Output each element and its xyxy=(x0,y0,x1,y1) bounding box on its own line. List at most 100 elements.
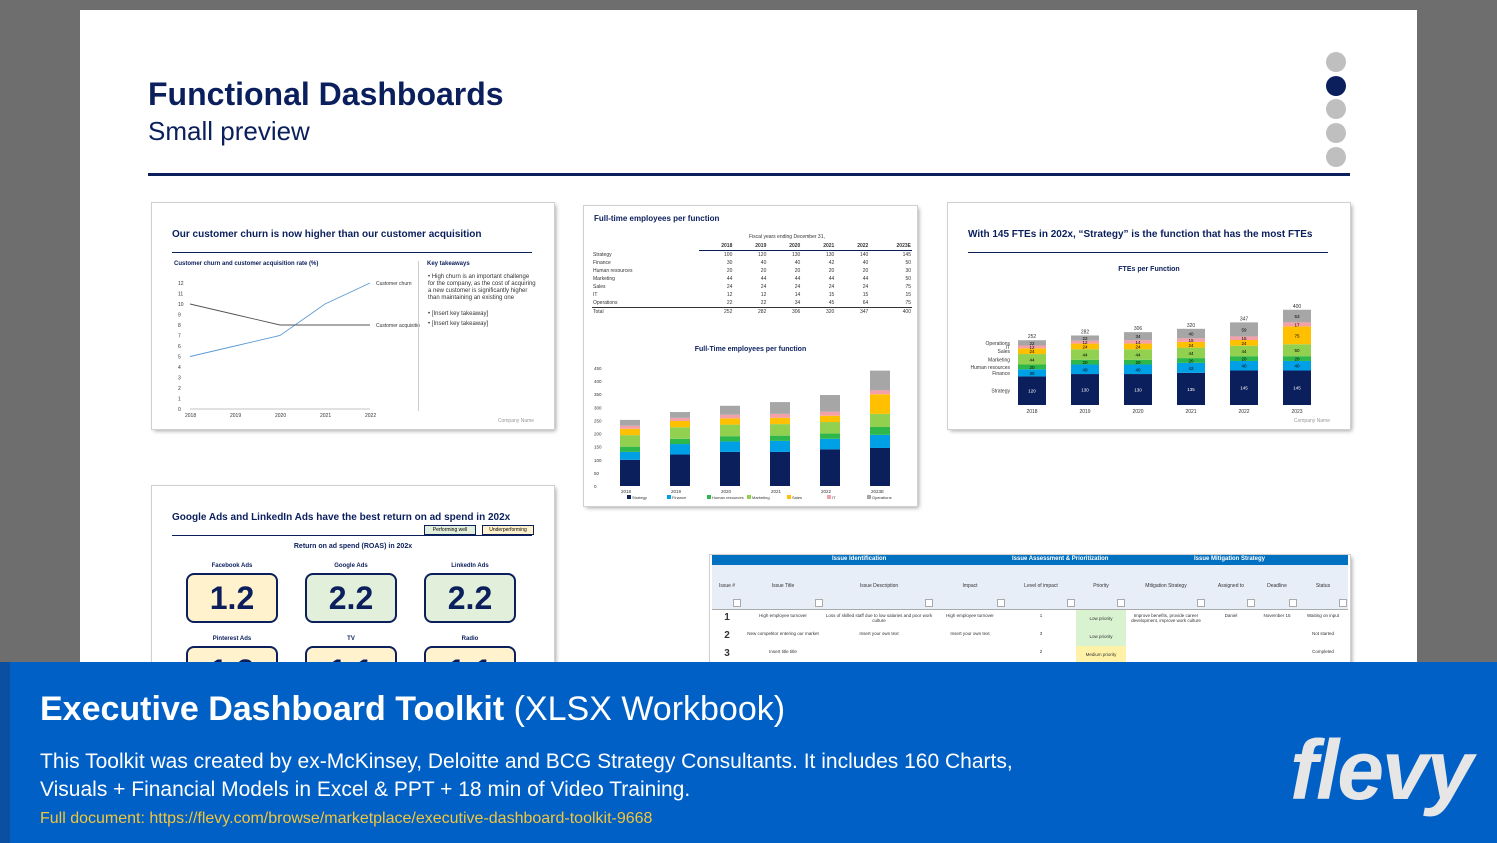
filter-dropdown-icon[interactable] xyxy=(1247,599,1255,607)
bar-value-label: 15 xyxy=(1241,336,1247,341)
bar-segment xyxy=(870,447,890,486)
y-tick-label: 400 xyxy=(594,379,602,384)
bar-segment xyxy=(1018,376,1046,405)
filter-dropdown-icon[interactable] xyxy=(1117,599,1125,607)
flevy-logo[interactable]: flevy xyxy=(1290,723,1473,817)
table-cell: High employee turnover xyxy=(759,613,807,618)
x-tick-label: 2022 xyxy=(821,489,832,494)
bar-segment xyxy=(620,425,640,429)
card-label-linkedin: LinkedIn Ads xyxy=(451,563,489,569)
series-line xyxy=(189,282,371,357)
bar-value-label: 50 xyxy=(1294,348,1300,353)
y-tick-label: 11 xyxy=(178,292,183,298)
legend-label: Finance xyxy=(672,495,687,500)
bar-segment xyxy=(1283,326,1311,345)
bar-segment xyxy=(1230,322,1258,337)
bar-segment xyxy=(870,390,890,395)
bar-segment xyxy=(870,427,890,435)
bar-segment xyxy=(1177,362,1205,373)
filter-dropdown-icon[interactable] xyxy=(1067,599,1075,607)
filter-dropdown-icon[interactable] xyxy=(925,599,933,607)
row-label: Sales xyxy=(593,284,606,290)
thumbnail-fte-table[interactable]: Full-time employees per function Fiscal … xyxy=(584,206,917,506)
bar-value-label: 24 xyxy=(1188,343,1194,348)
bar-segment xyxy=(1177,328,1205,339)
table-total-row: Total 252 282 306 320 347 400 xyxy=(592,307,912,316)
series-label: Human resources xyxy=(971,365,1011,371)
thumbnail-roas[interactable]: Google Ads and LinkedIn Ads have the bes… xyxy=(152,486,554,676)
page-dot-1[interactable] xyxy=(1326,52,1346,72)
filter-dropdown-icon[interactable] xyxy=(997,599,1005,607)
filter-dropdown-icon[interactable] xyxy=(1289,599,1297,607)
y-tick-label: 1 xyxy=(178,397,181,403)
x-tick-label: 2019 xyxy=(671,489,682,494)
table-cell: New competitor entering our market xyxy=(747,631,819,636)
bar-segment xyxy=(720,441,740,452)
group-issue-assessment: Issue Assessment & Prioritization xyxy=(1012,556,1109,562)
chart-title: FTEs per Function xyxy=(1118,266,1180,273)
filter-dropdown-icon[interactable] xyxy=(1197,599,1205,607)
x-tick-label: 2018 xyxy=(1026,409,1037,415)
page-dot-4[interactable] xyxy=(1326,123,1346,143)
bar-value-label: 15 xyxy=(1188,338,1194,343)
thumbnail-churn-chart[interactable]: Our customer churn is now higher than ou… xyxy=(152,203,554,429)
bar-total-label: 252 xyxy=(1028,334,1037,340)
page-dot-2-active[interactable] xyxy=(1326,76,1346,96)
x-tick-label: 2023E xyxy=(871,489,884,494)
legend-swatch xyxy=(827,495,831,499)
bar-value-label: 44 xyxy=(1188,351,1194,356)
table-header-cell: 2018 xyxy=(699,242,734,251)
filter-dropdown-icon[interactable] xyxy=(733,599,741,607)
bar-segment xyxy=(1071,349,1099,360)
table-cell: 145 xyxy=(902,252,911,258)
column-header: Issue Title xyxy=(771,583,795,589)
bar-value-label: 44 xyxy=(1135,353,1141,358)
bar-segment xyxy=(820,422,840,434)
card-label-pinterest: Pinterest Ads xyxy=(212,636,252,642)
table-cell: 130 xyxy=(792,252,801,258)
table-cell: Low priority xyxy=(1076,628,1126,646)
table-cell: 44 xyxy=(862,276,869,282)
chart-title: Customer churn and customer acquisition … xyxy=(174,261,319,267)
column-header: Deadline xyxy=(1267,583,1287,589)
table-cell: 100 xyxy=(724,252,733,258)
bar-segment xyxy=(1124,343,1152,350)
table-cell: 20 xyxy=(828,268,835,274)
bar-value-label: 44 xyxy=(1029,357,1035,362)
bar-segment xyxy=(670,417,690,421)
bar-segment xyxy=(1283,322,1311,327)
bar-value-label: 53 xyxy=(1294,314,1300,319)
group-header-row: Issue Identification Issue Assessment & … xyxy=(712,555,1348,565)
bar-segment xyxy=(820,449,840,486)
table-cell xyxy=(1126,631,1206,645)
banner-link[interactable]: Full document: https://flevy.com/browse/… xyxy=(40,810,653,827)
bar-value-label: 12 xyxy=(1082,340,1088,345)
filter-dropdown-icon[interactable] xyxy=(1339,599,1347,607)
bar-value-label: 130 xyxy=(1134,388,1142,393)
thumbnail-fte-per-function[interactable]: With 145 FTEs in 202x, “Strategy” is the… xyxy=(948,203,1350,429)
x-tick-label: 2018 xyxy=(185,413,196,419)
bar-segment xyxy=(820,395,840,412)
page-dot-3[interactable] xyxy=(1326,99,1346,119)
table-cell: 130 xyxy=(825,252,835,258)
footer-company: Company Name xyxy=(1293,418,1330,424)
table-cell: 2 xyxy=(1039,649,1043,654)
table-cell: 1 xyxy=(1039,613,1043,618)
bar-segment xyxy=(1230,356,1258,361)
series-label: Marketing xyxy=(988,357,1010,363)
y-tick-label: 4 xyxy=(178,365,181,371)
bar-value-label: 40 xyxy=(1188,332,1194,337)
table-cell: 40 xyxy=(794,260,801,266)
table-header: Fiscal years ending December 31, xyxy=(749,234,825,240)
banner-title: Executive Dashboard Toolkit (XLSX Workbo… xyxy=(40,690,785,729)
table-row: IT 12 12 14 15 15 15 xyxy=(592,291,912,299)
filter-dropdown-icon[interactable] xyxy=(815,599,823,607)
table-header-row: 2018 2019 2020 2021 2022 2023E xyxy=(592,242,912,251)
page-dot-5[interactable] xyxy=(1326,147,1346,167)
bar-value-label: 12 xyxy=(1029,345,1035,350)
table-cell: 347 xyxy=(835,307,870,316)
table-header-cell: 2021 xyxy=(801,242,836,251)
footer-company: Company Name xyxy=(497,418,534,424)
x-tick-label: 2020 xyxy=(721,489,732,494)
card-label-tv: TV xyxy=(347,636,355,642)
